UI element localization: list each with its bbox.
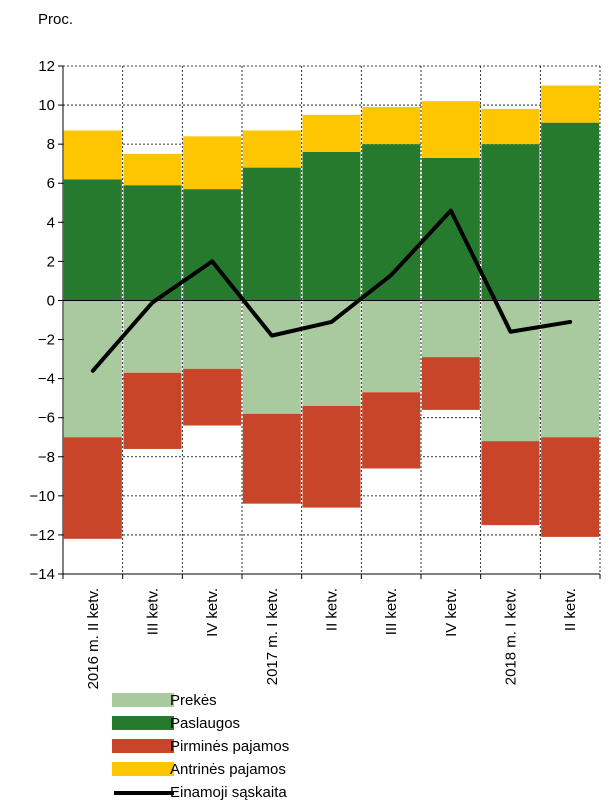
x-tick-label-8: II ketv. [562, 588, 579, 631]
bar-s1-c4 [302, 151, 361, 301]
bar-s3-c3 [242, 130, 301, 168]
bar-s0-c5 [362, 300, 421, 393]
bar-s0-c6 [421, 300, 480, 358]
x-tick-label-1: III ketv. [145, 588, 162, 635]
bar-s2-c0 [63, 437, 122, 539]
bar-s2-c7 [481, 441, 540, 526]
legend-swatch-einamoji [114, 791, 174, 795]
bar-s3-c0 [63, 130, 122, 180]
bar-s3-c5 [362, 107, 421, 145]
bar-s0-c7 [481, 300, 540, 442]
x-tick-label-7: 2018 m. I ketv. [503, 588, 520, 685]
x-tick-label-4: II ketv. [324, 588, 341, 631]
x-tick-label-5: III ketv. [383, 588, 400, 635]
y-tick-label-6: 0 [47, 292, 55, 309]
y-tick-label-11: −10 [30, 488, 55, 505]
x-tick-label-3: 2017 m. I ketv. [264, 588, 281, 685]
bar-s1-c7 [481, 144, 540, 301]
bar-s1-c1 [123, 185, 182, 301]
bar-s2-c6 [421, 357, 480, 410]
bar-s1-c6 [421, 157, 480, 301]
legend-label-paslaugos: Paslaugos [170, 715, 241, 732]
bar-s2-c5 [362, 392, 421, 469]
legend-label-antrines: Antrinės pajamos [170, 761, 286, 778]
bar-s3-c4 [302, 114, 361, 152]
legend-swatch-paslaugos [112, 716, 174, 730]
y-tick-label-13: −14 [30, 566, 55, 583]
bar-s3-c2 [183, 136, 242, 190]
bar-s2-c1 [123, 372, 182, 449]
y-tick-labels: 12 10 8 6 4 2 0 −2 −4 −6 −8 −10 −12 −14 [30, 58, 55, 583]
x-tick-label-6: IV ketv. [443, 588, 460, 637]
current-account-line [90, 208, 573, 373]
bar-s1-c3 [242, 167, 301, 301]
y-axis-unit-label: Proc. [38, 11, 73, 28]
line-einamoji-saskaita [90, 208, 573, 373]
bar-s1-c0 [63, 179, 122, 301]
y-tick-label-7: −2 [38, 332, 55, 349]
bar-s1-c2 [183, 189, 242, 301]
y-tick-label-3: 6 [47, 175, 55, 192]
bar-s0-c4 [302, 300, 361, 406]
y-tick-label-2: 8 [47, 136, 55, 153]
y-tick-label-9: −6 [38, 410, 55, 427]
chart: Proc. 12 10 8 6 4 2 0 −2 −4 −6 −8 −10 −12 −14 2016 m.… [30, 11, 601, 689]
x-tick-label-2: IV ketv. [204, 588, 221, 637]
y-tick-label-12: −12 [30, 527, 55, 544]
bar-s0-c2 [183, 300, 242, 369]
bar-s2-c2 [183, 368, 242, 426]
y-tick-label-4: 4 [47, 214, 55, 231]
legend-swatch-antrines [112, 762, 174, 776]
y-tick-label-8: −4 [38, 371, 55, 388]
x-tick-labels: 2016 m. II ketv. III ketv. IV ketv. 2017 m.… [85, 588, 579, 689]
legend-swatch-pirmines [112, 739, 174, 753]
bar-s3-c1 [123, 153, 182, 186]
legend-swatch-prekes [112, 693, 174, 707]
bar-s2-c8 [541, 437, 600, 537]
bar-s3-c7 [481, 108, 540, 145]
bar-s0-c1 [123, 300, 182, 373]
legend-label-pirmines: Pirminės pajamos [170, 738, 290, 755]
legend-label-prekes: Prekės [170, 692, 217, 709]
legend-label-einamoji: Einamoji sąskaita [170, 784, 287, 801]
bar-s1-c8 [541, 122, 600, 301]
bar-s3-c6 [421, 101, 480, 158]
y-tick-label-1: 10 [38, 97, 55, 114]
bar-s2-c3 [242, 413, 301, 504]
x-tick-label-0: 2016 m. II ketv. [85, 588, 102, 689]
y-tick-label-0: 12 [38, 58, 55, 75]
bar-s2-c4 [302, 405, 361, 508]
bar-s3-c8 [541, 85, 600, 123]
y-tick-label-10: −8 [38, 449, 55, 466]
bar-s0-c3 [242, 300, 301, 414]
bars [63, 85, 600, 539]
y-tick-label-5: 2 [47, 253, 55, 270]
